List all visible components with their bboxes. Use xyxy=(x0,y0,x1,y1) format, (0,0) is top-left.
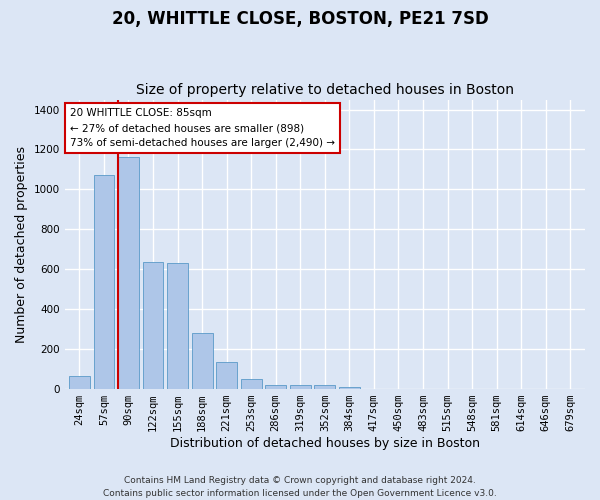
Y-axis label: Number of detached properties: Number of detached properties xyxy=(15,146,28,343)
Bar xyxy=(69,376,90,389)
Bar xyxy=(143,262,163,389)
Text: Contains HM Land Registry data © Crown copyright and database right 2024.
Contai: Contains HM Land Registry data © Crown c… xyxy=(103,476,497,498)
Bar xyxy=(167,264,188,389)
X-axis label: Distribution of detached houses by size in Boston: Distribution of detached houses by size … xyxy=(170,437,480,450)
Bar xyxy=(216,362,237,389)
Text: 20 WHITTLE CLOSE: 85sqm
← 27% of detached houses are smaller (898)
73% of semi-d: 20 WHITTLE CLOSE: 85sqm ← 27% of detache… xyxy=(70,108,335,148)
Bar xyxy=(339,386,360,389)
Title: Size of property relative to detached houses in Boston: Size of property relative to detached ho… xyxy=(136,83,514,97)
Bar xyxy=(265,384,286,389)
Bar xyxy=(94,176,115,389)
Bar xyxy=(314,384,335,389)
Text: 20, WHITTLE CLOSE, BOSTON, PE21 7SD: 20, WHITTLE CLOSE, BOSTON, PE21 7SD xyxy=(112,10,488,28)
Bar xyxy=(290,386,311,389)
Bar xyxy=(191,333,212,389)
Bar xyxy=(241,380,262,389)
Bar xyxy=(118,158,139,389)
